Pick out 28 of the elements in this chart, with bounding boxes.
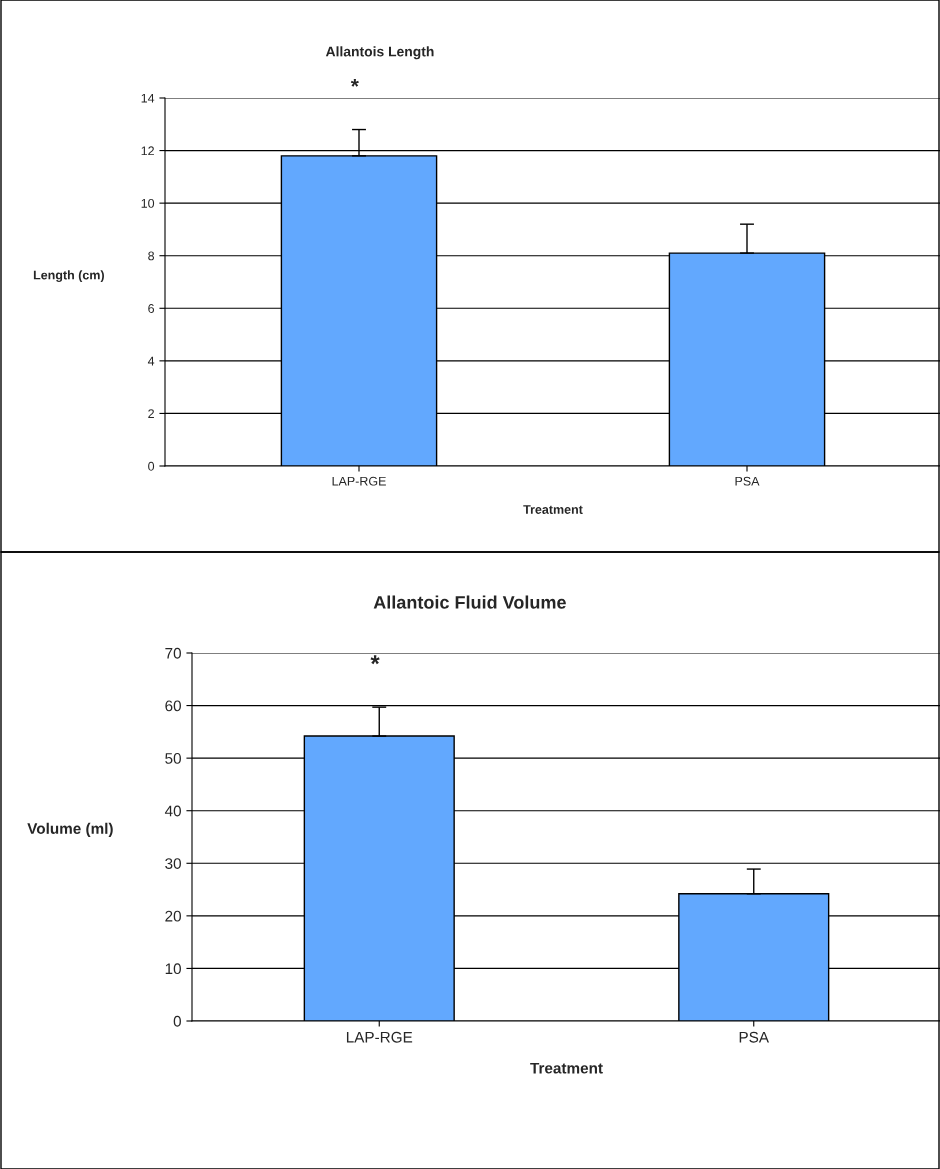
x-tick-label: PSA (735, 476, 760, 486)
x-tick-label: PSA (739, 1031, 769, 1043)
y-tick-label: 40 (164, 805, 181, 817)
y-tick-label: 0 (173, 1015, 181, 1027)
annotation: * (370, 655, 380, 665)
y-tick-label: 20 (165, 910, 181, 922)
x-axis-title: Treatment (530, 1062, 603, 1074)
y-tick-label: 8 (148, 251, 155, 261)
chart-title: Allantois Length (325, 46, 434, 60)
y-tick-label: 30 (165, 858, 181, 869)
y-axis-title: Length (cm) (33, 270, 104, 282)
y-tick-label: 70 (165, 647, 181, 659)
y-tick-label: 10 (141, 198, 155, 208)
y-tick-label: 6 (148, 304, 155, 313)
y-axis-title: Volume (ml) (27, 822, 113, 837)
y-tick-label: 12 (141, 146, 154, 156)
x-axis-title: Treatment (523, 505, 583, 514)
y-tick-label: 50 (165, 753, 181, 764)
y-tick-label: 14 (141, 93, 155, 103)
y-tick-label: 60 (165, 700, 181, 712)
text: * (350, 78, 359, 87)
y-tick-label: 2 (148, 409, 154, 418)
y-tick-label: 0 (148, 461, 155, 471)
y-tick-label: 10 (165, 963, 181, 975)
x-tick-label: LAP-RGE (332, 476, 386, 486)
chart-title: Allantoic Fluid Volume (373, 595, 566, 609)
x-tick-label: LAP-RGE (346, 1031, 413, 1043)
y-tick-label: 4 (147, 356, 155, 366)
